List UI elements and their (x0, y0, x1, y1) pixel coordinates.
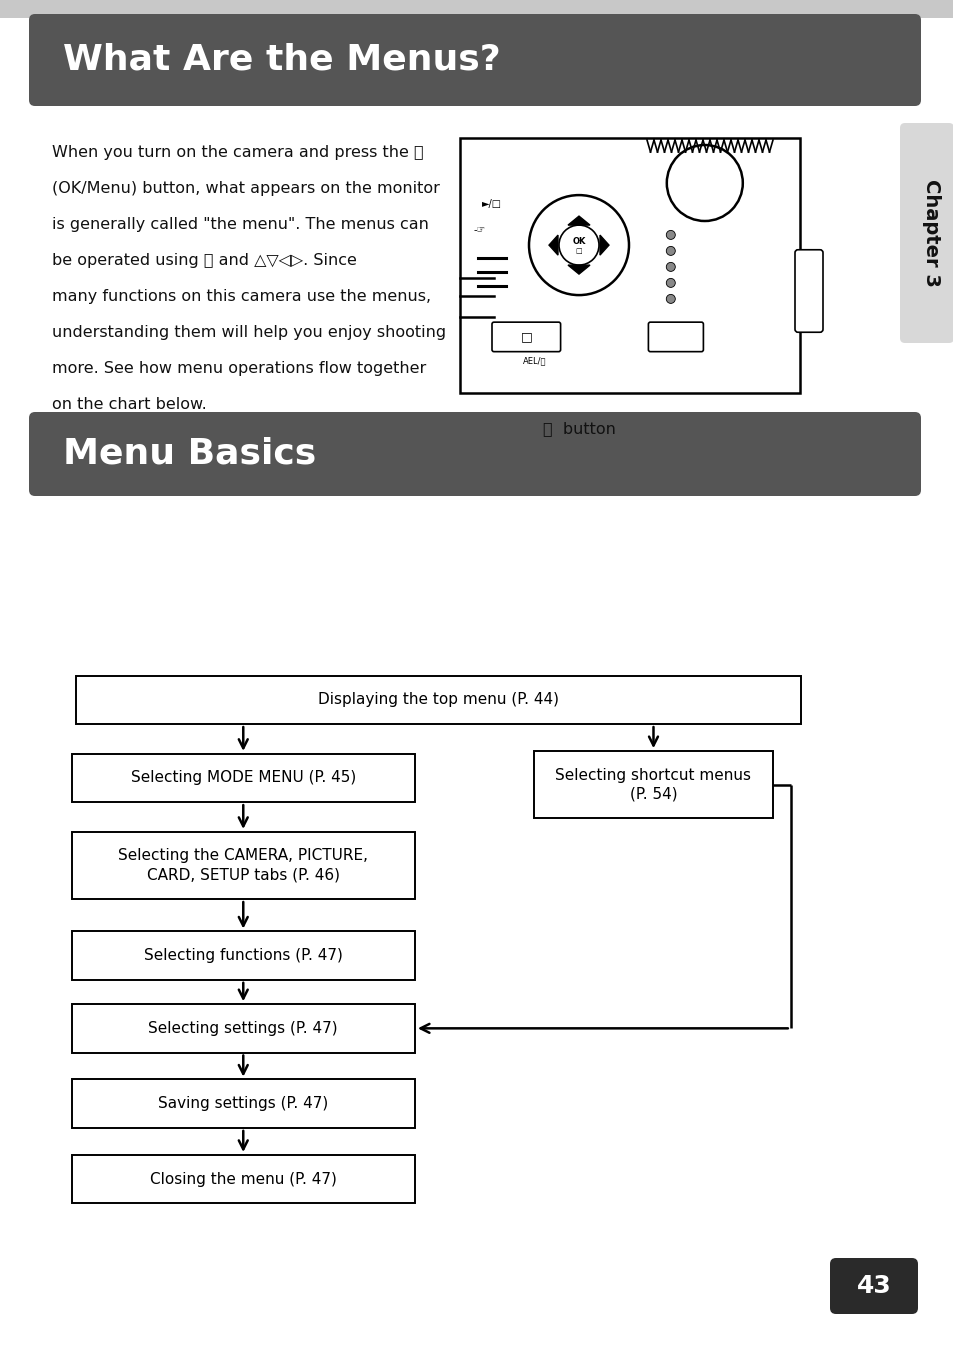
Text: AEL/⌛: AEL/⌛ (522, 357, 546, 366)
Bar (71, 1004, 415, 1053)
Text: Saving settings (P. 47): Saving settings (P. 47) (158, 1096, 328, 1112)
Text: What Are the Menus?: What Are the Menus? (63, 43, 500, 77)
FancyBboxPatch shape (29, 13, 920, 106)
Text: (OK/Menu) button, what appears on the monitor: (OK/Menu) button, what appears on the mo… (52, 180, 439, 197)
FancyBboxPatch shape (648, 322, 702, 351)
Text: understanding them will help you enjoy shooting: understanding them will help you enjoy s… (52, 324, 446, 341)
Text: Selecting MODE MENU (P. 45): Selecting MODE MENU (P. 45) (131, 770, 355, 786)
Text: be operated using Ⓞ and △▽◁▷. Since: be operated using Ⓞ and △▽◁▷. Since (52, 253, 356, 268)
Text: Menu Basics: Menu Basics (63, 437, 315, 471)
Bar (534, 751, 772, 818)
Polygon shape (567, 265, 589, 275)
FancyBboxPatch shape (794, 250, 822, 332)
Circle shape (665, 295, 675, 303)
Text: Chapter 3: Chapter 3 (922, 179, 941, 287)
Text: is generally called "the menu". The menus can: is generally called "the menu". The menu… (52, 217, 429, 232)
Text: OK: OK (572, 237, 585, 245)
Bar (71, 1155, 415, 1203)
Text: Selecting shortcut menus
(P. 54): Selecting shortcut menus (P. 54) (555, 767, 751, 802)
Circle shape (665, 279, 675, 288)
Circle shape (665, 262, 675, 272)
Text: Ⓞ  button: Ⓞ button (542, 421, 615, 436)
FancyBboxPatch shape (829, 1259, 917, 1314)
FancyBboxPatch shape (899, 122, 953, 343)
Text: ►/□: ►/□ (481, 199, 501, 209)
Text: on the chart below.: on the chart below. (52, 397, 207, 412)
Text: □: □ (520, 330, 532, 343)
Text: When you turn on the camera and press the Ⓞ: When you turn on the camera and press th… (52, 145, 423, 160)
Polygon shape (548, 236, 558, 256)
Text: many functions on this camera use the menus,: many functions on this camera use the me… (52, 289, 431, 304)
FancyBboxPatch shape (459, 139, 800, 393)
Bar (71, 754, 415, 802)
Text: Closing the menu (P. 47): Closing the menu (P. 47) (150, 1171, 336, 1187)
Text: □: □ (575, 248, 581, 254)
Text: Selecting functions (P. 47): Selecting functions (P. 47) (144, 948, 342, 964)
Text: -☞: -☞ (474, 225, 486, 234)
Bar (71, 931, 415, 980)
Bar (71, 832, 415, 899)
Bar (76, 676, 801, 724)
Text: more. See how menu operations flow together: more. See how menu operations flow toget… (52, 361, 426, 376)
Circle shape (665, 246, 675, 256)
Text: 43: 43 (856, 1275, 890, 1298)
Bar (0, 0, 953, 17)
Polygon shape (567, 217, 589, 225)
Text: Displaying the top menu (P. 44): Displaying the top menu (P. 44) (318, 692, 558, 708)
Text: Selecting the CAMERA, PICTURE,
CARD, SETUP tabs (P. 46): Selecting the CAMERA, PICTURE, CARD, SET… (118, 848, 368, 883)
Bar (71, 1079, 415, 1128)
Circle shape (665, 230, 675, 240)
Text: Selecting settings (P. 47): Selecting settings (P. 47) (149, 1020, 337, 1036)
FancyBboxPatch shape (492, 322, 560, 351)
FancyBboxPatch shape (29, 412, 920, 495)
Polygon shape (599, 236, 608, 256)
